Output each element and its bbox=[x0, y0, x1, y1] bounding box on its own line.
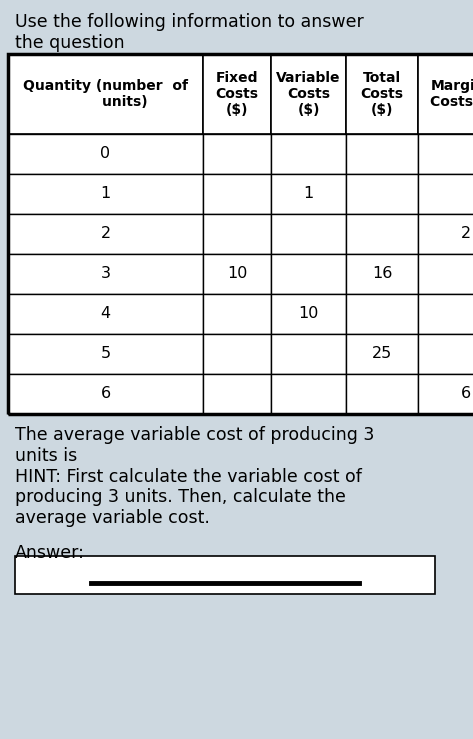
Bar bbox=[418, 334, 473, 374]
Text: 1: 1 bbox=[100, 186, 111, 202]
Text: 3: 3 bbox=[100, 267, 111, 282]
Text: 1: 1 bbox=[303, 186, 314, 202]
Text: Quantity (number  of
        units): Quantity (number of units) bbox=[23, 79, 188, 109]
Text: 2: 2 bbox=[100, 226, 111, 242]
Bar bbox=[8, 54, 203, 134]
Bar bbox=[15, 556, 435, 594]
Text: 4: 4 bbox=[100, 307, 111, 321]
Bar bbox=[271, 134, 346, 174]
Bar bbox=[346, 214, 418, 254]
Bar bbox=[418, 294, 473, 334]
Bar bbox=[8, 214, 203, 254]
Bar bbox=[271, 374, 346, 414]
Bar bbox=[271, 214, 346, 254]
Bar bbox=[271, 174, 346, 214]
Text: 6: 6 bbox=[100, 386, 111, 401]
Bar bbox=[8, 294, 203, 334]
Bar bbox=[418, 254, 473, 294]
Bar bbox=[8, 254, 203, 294]
Bar bbox=[8, 54, 473, 414]
Bar bbox=[8, 54, 473, 414]
Bar bbox=[346, 254, 418, 294]
Bar bbox=[346, 374, 418, 414]
Text: 5: 5 bbox=[100, 347, 111, 361]
Bar bbox=[346, 174, 418, 214]
Text: The average variable cost of producing 3
units is
HINT: First calculate the vari: The average variable cost of producing 3… bbox=[15, 426, 374, 527]
Bar bbox=[203, 334, 271, 374]
Bar bbox=[271, 294, 346, 334]
Bar bbox=[271, 254, 346, 294]
Bar bbox=[203, 134, 271, 174]
Text: 0: 0 bbox=[100, 146, 111, 162]
Bar bbox=[346, 54, 418, 134]
Bar bbox=[418, 134, 473, 174]
Text: Total
Costs
($): Total Costs ($) bbox=[360, 71, 403, 118]
Text: Answer:: Answer: bbox=[15, 544, 85, 562]
Bar bbox=[418, 214, 473, 254]
Text: 16: 16 bbox=[372, 267, 392, 282]
Bar bbox=[203, 54, 271, 134]
Bar bbox=[418, 54, 473, 134]
Bar bbox=[346, 334, 418, 374]
Text: Fixed
Costs
($): Fixed Costs ($) bbox=[216, 71, 259, 118]
Bar bbox=[271, 54, 346, 134]
Bar bbox=[203, 174, 271, 214]
Text: 10: 10 bbox=[298, 307, 319, 321]
Bar bbox=[418, 174, 473, 214]
Bar bbox=[271, 334, 346, 374]
Text: 6: 6 bbox=[460, 386, 471, 401]
Bar bbox=[203, 294, 271, 334]
Bar bbox=[8, 174, 203, 214]
Text: Marginal
Costs ($): Marginal Costs ($) bbox=[430, 79, 473, 109]
Bar bbox=[8, 374, 203, 414]
Text: 10: 10 bbox=[227, 267, 247, 282]
Text: Variable
Costs
($): Variable Costs ($) bbox=[276, 71, 341, 118]
Bar bbox=[203, 374, 271, 414]
Text: Use the following information to answer
the question: Use the following information to answer … bbox=[15, 13, 364, 52]
Bar bbox=[346, 134, 418, 174]
Bar bbox=[8, 134, 203, 174]
Bar bbox=[346, 294, 418, 334]
Bar bbox=[203, 254, 271, 294]
Bar bbox=[8, 334, 203, 374]
Text: 2: 2 bbox=[460, 226, 471, 242]
Bar bbox=[203, 214, 271, 254]
Text: 25: 25 bbox=[372, 347, 392, 361]
Bar bbox=[418, 374, 473, 414]
